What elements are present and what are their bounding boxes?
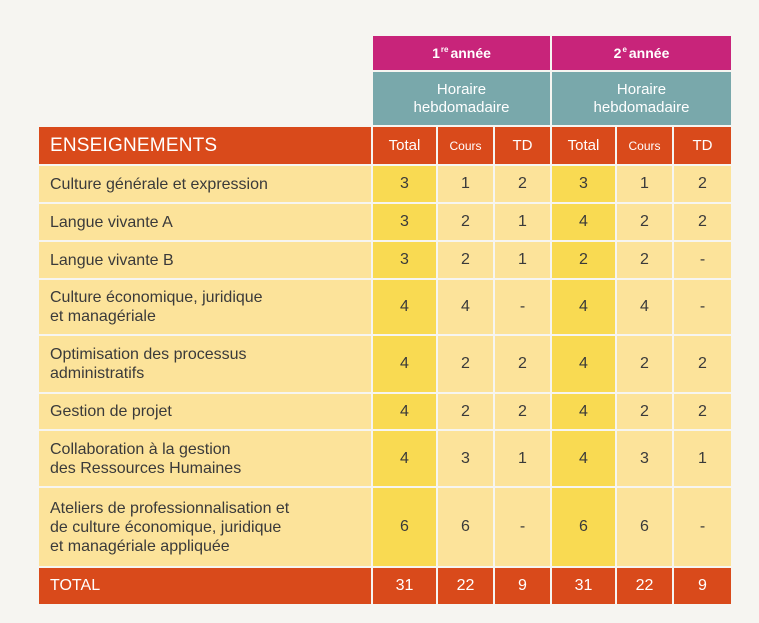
y2-td: 2 — [674, 204, 731, 240]
y2-td: 2 — [674, 336, 731, 392]
y1-total: 4 — [373, 280, 436, 334]
y1-total: 4 — [373, 336, 436, 392]
subject-name: Culture économique, juridique et managér… — [39, 280, 371, 334]
y1-cours: 2 — [438, 394, 493, 429]
year-1-suffix: re — [440, 44, 449, 54]
cours-header-y2: Cours — [617, 127, 672, 164]
year-2-number: 2 — [613, 45, 622, 61]
footer-y2-td: 9 — [674, 568, 731, 604]
y1-cours: 1 — [438, 166, 493, 202]
year-2-suffix: e — [622, 44, 627, 54]
y1-td: - — [495, 488, 550, 566]
total-header-y1: Total — [373, 127, 436, 164]
y1-td: - — [495, 280, 550, 334]
y1-total: 6 — [373, 488, 436, 566]
footer-y1-total: 31 — [373, 568, 436, 604]
y2-td: 2 — [674, 166, 731, 202]
subject-name: Culture générale et expression — [39, 166, 371, 202]
year-2-label: année — [628, 45, 670, 61]
y2-cours: 4 — [617, 280, 672, 334]
y1-total: 3 — [373, 242, 436, 278]
y1-td: 1 — [495, 204, 550, 240]
y1-cours: 2 — [438, 336, 493, 392]
y2-cours: 2 — [617, 394, 672, 429]
y2-cours: 2 — [617, 242, 672, 278]
footer-y2-cours: 22 — [617, 568, 672, 604]
y2-cours: 1 — [617, 166, 672, 202]
footer-y2-total: 31 — [552, 568, 615, 604]
subject-name: Langue vivante A — [39, 204, 371, 240]
y1-td: 1 — [495, 242, 550, 278]
y2-td: - — [674, 280, 731, 334]
empty-corner — [39, 36, 371, 70]
horaire-header-y2: Horaire hebdomadaire — [552, 72, 731, 125]
y1-cours: 4 — [438, 280, 493, 334]
y1-cours: 2 — [438, 242, 493, 278]
cours-header-y1: Cours — [438, 127, 493, 164]
year-2-header: 2 e année — [552, 36, 731, 70]
y2-td: - — [674, 242, 731, 278]
y2-total: 4 — [552, 336, 615, 392]
y2-cours: 2 — [617, 204, 672, 240]
footer-y1-td: 9 — [495, 568, 550, 604]
y1-td: 2 — [495, 336, 550, 392]
subject-name: Gestion de projet — [39, 394, 371, 429]
y1-cours: 2 — [438, 204, 493, 240]
schedule-table: 1 re année 2 e année Horaire hebdomadaire Ho… — [39, 36, 731, 604]
y2-total: 3 — [552, 166, 615, 202]
y1-cours: 6 — [438, 488, 493, 566]
y2-cours: 3 — [617, 431, 672, 486]
y1-td: 1 — [495, 431, 550, 486]
y2-cours: 2 — [617, 336, 672, 392]
y2-td: 2 — [674, 394, 731, 429]
year-1-label: année — [450, 45, 491, 61]
footer-y1-cours: 22 — [438, 568, 493, 604]
total-label: TOTAL — [39, 568, 371, 604]
empty-corner-2 — [39, 72, 371, 125]
horaire-header-y1: Horaire hebdomadaire — [373, 72, 550, 125]
year-1-header: 1 re année — [373, 36, 550, 70]
y1-total: 3 — [373, 204, 436, 240]
subject-name: Optimisation des processus administratif… — [39, 336, 371, 392]
subject-name: Collaboration à la gestion des Ressource… — [39, 431, 371, 486]
year-1-number: 1 — [432, 45, 440, 61]
y2-total: 4 — [552, 204, 615, 240]
y1-td: 2 — [495, 394, 550, 429]
subject-name: Ateliers de professionnalisation et de c… — [39, 488, 371, 566]
y2-total: 4 — [552, 394, 615, 429]
subject-name: Langue vivante B — [39, 242, 371, 278]
y1-total: 4 — [373, 394, 436, 429]
total-header-y2: Total — [552, 127, 615, 164]
y1-cours: 3 — [438, 431, 493, 486]
y2-cours: 6 — [617, 488, 672, 566]
y2-td: - — [674, 488, 731, 566]
y2-total: 4 — [552, 431, 615, 486]
y2-total: 6 — [552, 488, 615, 566]
y1-total: 4 — [373, 431, 436, 486]
y1-total: 3 — [373, 166, 436, 202]
td-header-y1: TD — [495, 127, 550, 164]
y1-td: 2 — [495, 166, 550, 202]
td-header-y2: TD — [674, 127, 731, 164]
y2-total: 2 — [552, 242, 615, 278]
enseignements-header: ENSEIGNEMENTS — [39, 127, 371, 164]
y2-td: 1 — [674, 431, 731, 486]
y2-total: 4 — [552, 280, 615, 334]
